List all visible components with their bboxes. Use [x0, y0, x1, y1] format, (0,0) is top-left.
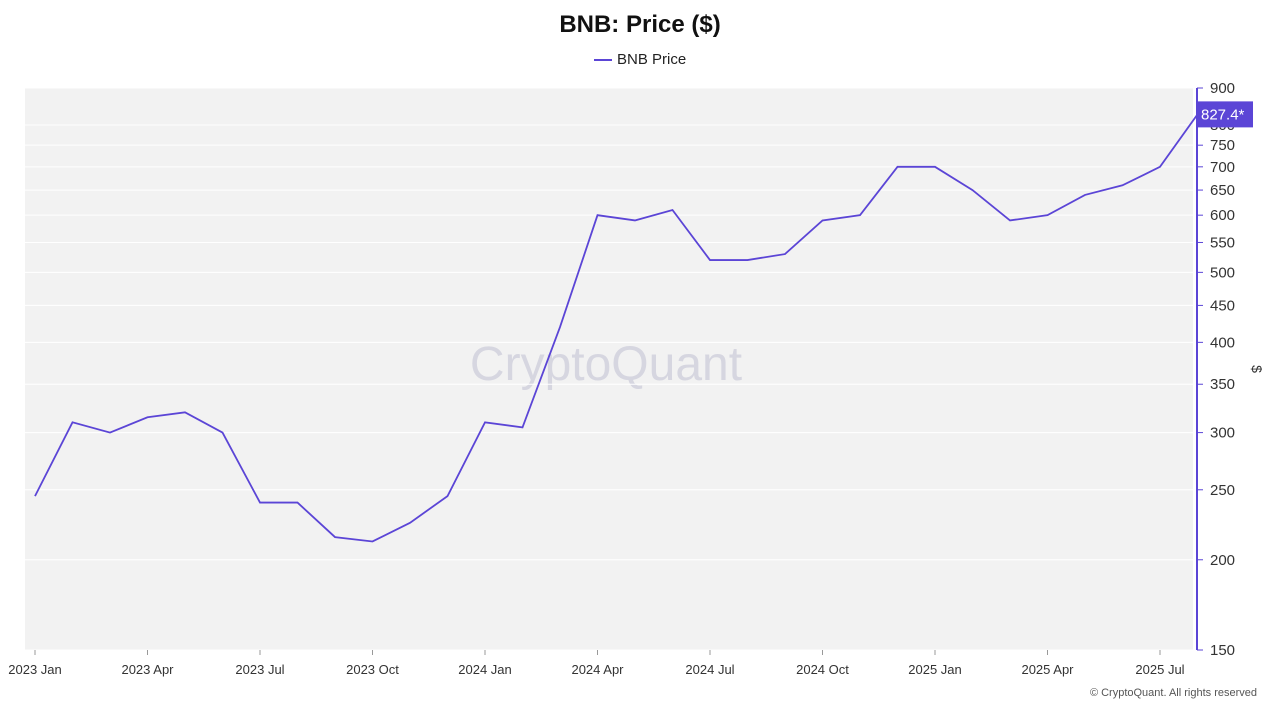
- watermark: CryptoQuant: [470, 338, 742, 391]
- legend-label: BNB Price: [617, 51, 686, 68]
- x-tick-label: 2024 Oct: [796, 662, 849, 677]
- y-tick-label: 400: [1210, 334, 1235, 351]
- x-tick-label: 2024 Apr: [571, 662, 624, 677]
- y-tick-label: 350: [1210, 376, 1235, 393]
- x-tick-label: 2023 Oct: [346, 662, 399, 677]
- y-tick-label: 150: [1210, 642, 1235, 659]
- x-tick-label: 2023 Jul: [235, 662, 284, 677]
- y-tick-label: 300: [1210, 425, 1235, 442]
- x-tick-label: 2024 Jul: [685, 662, 734, 677]
- footer: © CryptoQuant. All rights reserved: [1090, 687, 1257, 699]
- line-series: [34, 113, 1199, 543]
- legend: BNB Price: [594, 51, 686, 68]
- y-axis-label: $: [1249, 365, 1265, 373]
- y-tick-label: 650: [1210, 182, 1235, 199]
- y-tick-label: 750: [1210, 137, 1235, 154]
- y-tick-label: 550: [1210, 234, 1235, 251]
- y-tick-label: 600: [1210, 207, 1235, 224]
- x-tick-label: 2024 Jan: [458, 662, 512, 677]
- y-tick-label: 450: [1210, 297, 1235, 314]
- x-tick-label: 2025 Jul: [1135, 662, 1184, 677]
- plot-area: [25, 88, 1193, 650]
- chart-title: BNB: Price ($): [559, 11, 720, 38]
- x-tick-label: 2023 Apr: [121, 662, 174, 677]
- value-label-box: [1197, 101, 1253, 128]
- x-tick-label: 2025 Apr: [1021, 662, 1074, 677]
- y-tick-label: 250: [1210, 482, 1235, 499]
- x-tick-label: 2023 Jan: [8, 662, 62, 677]
- y-tick-label: 700: [1210, 159, 1235, 176]
- y-tick-label: 900: [1210, 80, 1235, 97]
- y-tick-label: 200: [1210, 552, 1235, 569]
- y-tick-label: 500: [1210, 264, 1235, 281]
- value-label: 827.4*: [1201, 106, 1245, 123]
- x-tick-label: 2025 Jan: [908, 662, 962, 677]
